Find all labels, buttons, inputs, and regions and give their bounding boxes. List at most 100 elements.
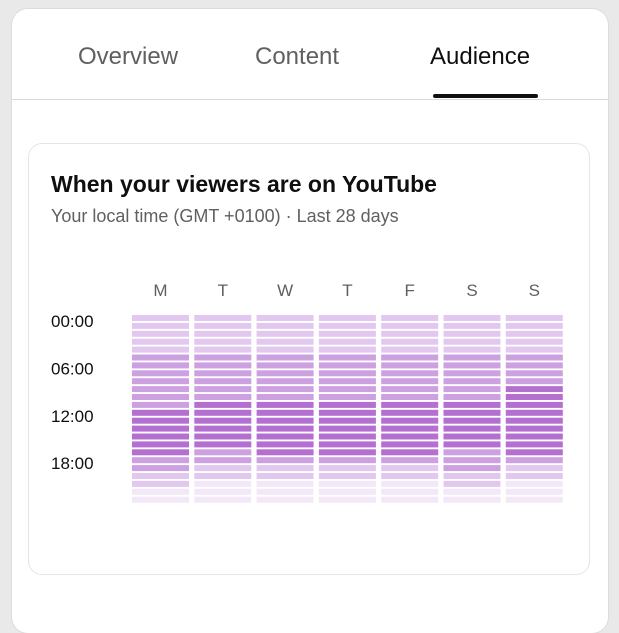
heatmap-cell[interactable] [256, 394, 314, 400]
heatmap-cell[interactable] [318, 488, 376, 495]
heatmap-cell[interactable] [132, 346, 189, 353]
heatmap-cell[interactable] [256, 473, 314, 479]
tab-overview[interactable]: Overview [78, 43, 179, 70]
heatmap-cell[interactable] [132, 417, 189, 424]
heatmap-cell[interactable] [443, 473, 501, 479]
heatmap-cell[interactable] [256, 386, 314, 393]
heatmap-cell[interactable] [256, 496, 314, 503]
heatmap-cell[interactable] [194, 394, 252, 400]
heatmap-cell[interactable] [132, 401, 189, 408]
heatmap-cell[interactable] [194, 473, 252, 479]
heatmap-cell[interactable] [256, 346, 314, 353]
heatmap-cell[interactable] [256, 480, 314, 487]
heatmap-cell[interactable] [194, 441, 252, 448]
heatmap-cell[interactable] [132, 362, 189, 369]
heatmap-cell[interactable] [381, 338, 439, 345]
heatmap-cell[interactable] [132, 386, 189, 393]
tab-audience[interactable]: Audience [430, 43, 531, 70]
heatmap-cell[interactable] [256, 330, 314, 337]
heatmap-cell[interactable] [318, 370, 376, 377]
heatmap-cell[interactable] [381, 322, 439, 329]
heatmap-cell[interactable] [256, 425, 314, 432]
heatmap-cell[interactable] [132, 488, 189, 495]
heatmap-cell[interactable] [443, 488, 501, 495]
heatmap-cell[interactable] [256, 449, 314, 456]
heatmap-cell[interactable] [443, 354, 501, 361]
heatmap-cell[interactable] [194, 330, 252, 337]
heatmap-cell[interactable] [505, 338, 563, 345]
heatmap-cell[interactable] [505, 441, 563, 448]
heatmap-cell[interactable] [318, 441, 376, 448]
heatmap-cell[interactable] [318, 449, 376, 456]
heatmap-cell[interactable] [194, 354, 252, 361]
heatmap-cell[interactable] [194, 465, 252, 472]
heatmap-cell[interactable] [132, 322, 189, 329]
heatmap-cell[interactable] [194, 449, 252, 456]
heatmap-cell[interactable] [381, 378, 439, 385]
heatmap-cell[interactable] [381, 362, 439, 369]
heatmap-cell[interactable] [443, 449, 501, 456]
heatmap-cell[interactable] [256, 338, 314, 345]
heatmap-cell[interactable] [505, 354, 563, 361]
heatmap-cell[interactable] [256, 409, 314, 416]
heatmap-cell[interactable] [318, 394, 376, 400]
heatmap-cell[interactable] [132, 409, 189, 416]
heatmap-cell[interactable] [443, 338, 501, 345]
heatmap-cell[interactable] [194, 488, 252, 495]
heatmap-cell[interactable] [381, 480, 439, 487]
heatmap-cell[interactable] [194, 433, 252, 440]
heatmap-cell[interactable] [318, 338, 376, 345]
heatmap-cell[interactable] [505, 362, 563, 369]
heatmap-cell[interactable] [381, 425, 439, 432]
heatmap-cell[interactable] [194, 378, 252, 385]
heatmap-cell[interactable] [443, 322, 501, 329]
heatmap-cell[interactable] [381, 441, 439, 448]
heatmap-cell[interactable] [505, 417, 563, 424]
heatmap-cell[interactable] [381, 401, 439, 408]
heatmap-cell[interactable] [132, 457, 189, 464]
heatmap-cell[interactable] [381, 496, 439, 503]
heatmap-cell[interactable] [505, 394, 563, 400]
heatmap-cell[interactable] [505, 457, 563, 464]
heatmap-cell[interactable] [505, 488, 563, 495]
heatmap-cell[interactable] [505, 496, 563, 503]
heatmap-cell[interactable] [132, 338, 189, 345]
heatmap-cell[interactable] [318, 354, 376, 361]
heatmap-cell[interactable] [318, 417, 376, 424]
heatmap-cell[interactable] [443, 465, 501, 472]
heatmap-cell[interactable] [381, 330, 439, 337]
heatmap-cell[interactable] [318, 346, 376, 353]
heatmap-cell[interactable] [194, 386, 252, 393]
heatmap-cell[interactable] [132, 473, 189, 479]
heatmap-cell[interactable] [256, 465, 314, 472]
heatmap-cell[interactable] [505, 378, 563, 385]
heatmap-cell[interactable] [505, 473, 563, 479]
heatmap-cell[interactable] [443, 346, 501, 353]
heatmap-cell[interactable] [505, 425, 563, 432]
heatmap-cell[interactable] [194, 370, 252, 377]
heatmap-cell[interactable] [194, 322, 252, 329]
heatmap-cell[interactable] [256, 354, 314, 361]
heatmap-cell[interactable] [443, 409, 501, 416]
heatmap-cell[interactable] [132, 330, 189, 337]
heatmap-cell[interactable] [318, 322, 376, 329]
heatmap-cell[interactable] [381, 394, 439, 400]
heatmap-cell[interactable] [194, 425, 252, 432]
heatmap-cell[interactable] [318, 425, 376, 432]
heatmap-cell[interactable] [505, 401, 563, 408]
heatmap-cell[interactable] [443, 425, 501, 432]
heatmap-cell[interactable] [132, 425, 189, 432]
heatmap-cell[interactable] [381, 488, 439, 495]
heatmap-cell[interactable] [381, 457, 439, 464]
heatmap-cell[interactable] [505, 315, 563, 321]
heatmap-cell[interactable] [194, 417, 252, 424]
heatmap-cell[interactable] [256, 433, 314, 440]
heatmap-cell[interactable] [194, 338, 252, 345]
tab-content[interactable]: Content [255, 43, 340, 70]
heatmap-cell[interactable] [318, 386, 376, 393]
heatmap-cell[interactable] [381, 315, 439, 321]
heatmap-cell[interactable] [318, 473, 376, 479]
heatmap-cell[interactable] [318, 433, 376, 440]
heatmap-cell[interactable] [443, 370, 501, 377]
heatmap-cell[interactable] [318, 401, 376, 408]
